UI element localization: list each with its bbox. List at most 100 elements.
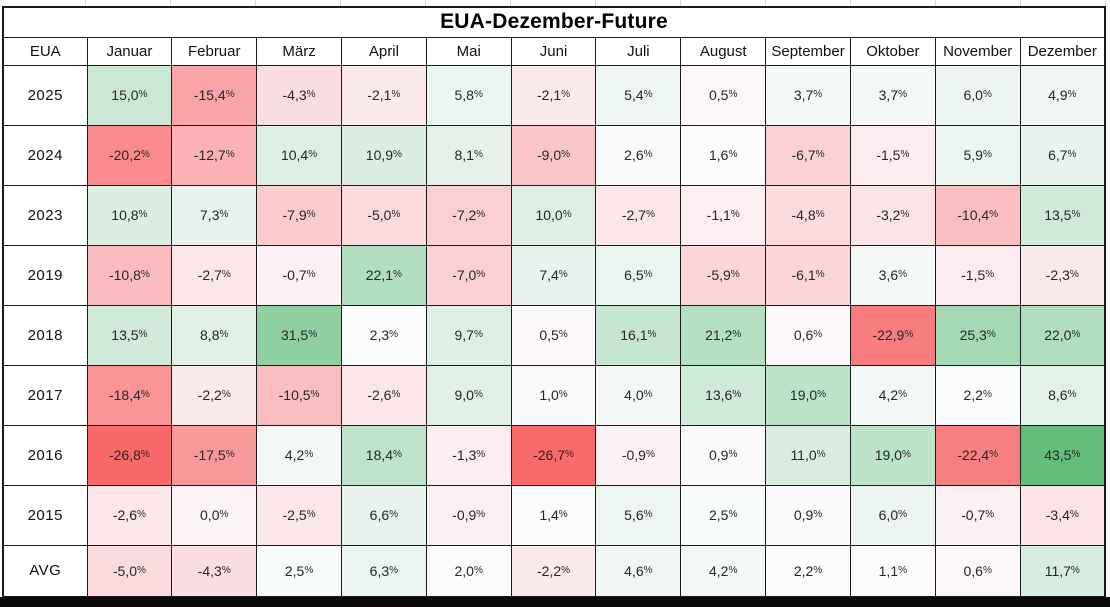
heatmap-cell: 5,4% xyxy=(595,64,682,126)
percent-sign: % xyxy=(393,148,402,160)
heatmap-cell: -15,4% xyxy=(171,64,258,126)
percent-sign: % xyxy=(306,508,316,520)
column-header-märz: März xyxy=(256,36,342,66)
column-header-juni: Juni xyxy=(510,36,597,66)
heatmap-cell: -5,0% xyxy=(86,544,173,598)
percent-sign: % xyxy=(473,388,483,400)
percent-sign: % xyxy=(393,268,402,280)
heatmap-cell: -1,1% xyxy=(680,184,767,246)
heatmap-cell: -2,2% xyxy=(510,544,597,598)
percent-sign: % xyxy=(898,564,908,576)
percent-sign: % xyxy=(225,448,235,460)
corner-header: EUA xyxy=(2,36,88,66)
heatmap-cell: -3,2% xyxy=(849,184,936,246)
gridline-tick xyxy=(171,0,256,6)
heatmap-cell: 1,0% xyxy=(510,364,597,426)
percent-sign: % xyxy=(732,388,742,400)
percent-sign: % xyxy=(728,564,738,576)
percent-sign: % xyxy=(221,388,231,400)
heatmap-cell: 1,1% xyxy=(849,544,936,598)
heatmap-cell: 15,0% xyxy=(86,64,173,126)
percent-sign: % xyxy=(902,448,911,460)
heatmap-cell: -6,1% xyxy=(765,244,851,306)
row-label: 2023 xyxy=(2,184,88,246)
heatmap-cell: -10,4% xyxy=(934,184,1021,246)
heatmap-cell: 6,0% xyxy=(849,484,936,546)
percent-sign: % xyxy=(476,448,486,460)
percent-sign: % xyxy=(140,148,150,160)
percent-sign: % xyxy=(989,208,999,220)
heatmap-cell: 10,4% xyxy=(256,124,342,186)
heatmap-cell: 13,5% xyxy=(1019,184,1106,246)
percent-sign: % xyxy=(643,148,653,160)
heatmap-cell: -2,1% xyxy=(340,64,427,126)
percent-sign: % xyxy=(900,208,910,220)
heatmap-cell: 3,7% xyxy=(765,64,851,126)
percent-sign: % xyxy=(643,88,653,100)
gridline-tick xyxy=(1021,0,1106,6)
heatmap-cell: 6,3% xyxy=(340,544,427,598)
heatmap-cell: 2,3% xyxy=(340,304,427,366)
column-header-november: November xyxy=(934,36,1021,66)
heatmap-cell: 13,5% xyxy=(86,304,173,366)
heatmap-cell: 13,6% xyxy=(680,364,767,426)
percent-sign: % xyxy=(1071,208,1081,220)
percent-sign: % xyxy=(561,88,571,100)
heatmap-cell: 4,6% xyxy=(595,544,682,598)
heatmap-cell: 6,6% xyxy=(340,484,427,546)
percent-sign: % xyxy=(140,268,150,280)
heatmap-cell: 4,2% xyxy=(256,424,342,486)
percent-sign: % xyxy=(813,88,823,100)
percent-sign: % xyxy=(898,268,908,280)
heatmap-cell: 6,5% xyxy=(595,244,682,306)
percent-sign: % xyxy=(138,88,148,100)
percent-sign: % xyxy=(898,88,908,100)
heatmap-cell: 0,5% xyxy=(680,64,767,126)
heatmap-cell: -1,5% xyxy=(934,244,1021,306)
percent-sign: % xyxy=(138,208,148,220)
percent-sign: % xyxy=(219,328,229,340)
percent-sign: % xyxy=(473,148,483,160)
table-row: 2019 -10,8% -2,7% -0,7% 22,1% -7,0% 7,4% 6,5% -5… xyxy=(2,244,1106,306)
table-row: AVG -5,0% -4,3% 2,5% 6,3% 2,0% -2,2% 4,6% 4,2% 2,… xyxy=(2,544,1106,598)
percent-sign: % xyxy=(900,148,910,160)
heatmap-cell: -2,3% xyxy=(1019,244,1106,306)
heatmap-cell: 2,5% xyxy=(680,484,767,546)
heatmap-cell: -2,6% xyxy=(86,484,173,546)
heatmap-cell: 7,4% xyxy=(510,244,597,306)
heatmap-cell: 5,6% xyxy=(595,484,682,546)
percent-sign: % xyxy=(391,88,401,100)
heatmap-cell: 10,8% xyxy=(86,184,173,246)
heatmap-cell: 22,0% xyxy=(1019,304,1106,366)
percent-sign: % xyxy=(647,328,657,340)
table-row: 2016 -26,8% -17,5% 4,2% 18,4% -1,3% -26,7% -0,9… xyxy=(2,424,1106,486)
percent-sign: % xyxy=(225,148,235,160)
percent-sign: % xyxy=(140,448,150,460)
heatmap-cell: 10,9% xyxy=(340,124,427,186)
heatmap-cell: -2,6% xyxy=(340,364,427,426)
row-label: 2016 xyxy=(2,424,88,486)
heatmap-cell: 22,1% xyxy=(340,244,427,306)
heatmap-cell: 5,9% xyxy=(934,124,1021,186)
percent-sign: % xyxy=(310,388,320,400)
percent-sign: % xyxy=(476,508,486,520)
heatmap-cell: -0,9% xyxy=(425,484,512,546)
gridline-tick xyxy=(86,0,171,6)
gridline-tick xyxy=(341,0,426,6)
heatmap-cell: -9,0% xyxy=(510,124,597,186)
percent-sign: % xyxy=(476,268,486,280)
heatmap-cell: 4,2% xyxy=(849,364,936,426)
percent-sign: % xyxy=(221,268,231,280)
heatmap-cell: 1,4% xyxy=(510,484,597,546)
percent-sign: % xyxy=(1067,88,1077,100)
percent-sign: % xyxy=(136,508,146,520)
row-label: 2019 xyxy=(2,244,88,306)
percent-sign: % xyxy=(1067,148,1077,160)
heatmap-cell: 6,7% xyxy=(1019,124,1106,186)
percent-sign: % xyxy=(815,208,825,220)
percent-sign: % xyxy=(1067,388,1077,400)
percent-sign: % xyxy=(308,328,318,340)
heatmap-cell: 4,2% xyxy=(680,544,767,598)
heatmap-cell: -22,9% xyxy=(849,304,936,366)
heatmap-cell: 0,6% xyxy=(934,544,1021,598)
